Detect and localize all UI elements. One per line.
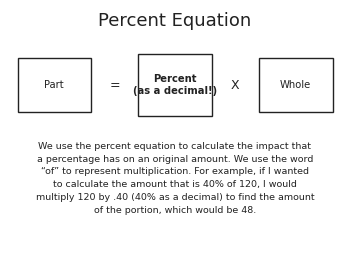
Bar: [18, 58, 91, 112]
Bar: [259, 58, 332, 112]
Text: Part: Part: [44, 80, 64, 90]
Bar: [138, 54, 212, 116]
Text: X: X: [231, 79, 240, 92]
Text: Percent
(as a decimal!): Percent (as a decimal!): [133, 74, 217, 96]
Text: Percent Equation: Percent Equation: [98, 12, 252, 30]
Text: =: =: [109, 79, 120, 92]
Text: Whole: Whole: [280, 80, 312, 90]
Text: We use the percent equation to calculate the impact that
a percentage has on an : We use the percent equation to calculate…: [36, 142, 314, 215]
